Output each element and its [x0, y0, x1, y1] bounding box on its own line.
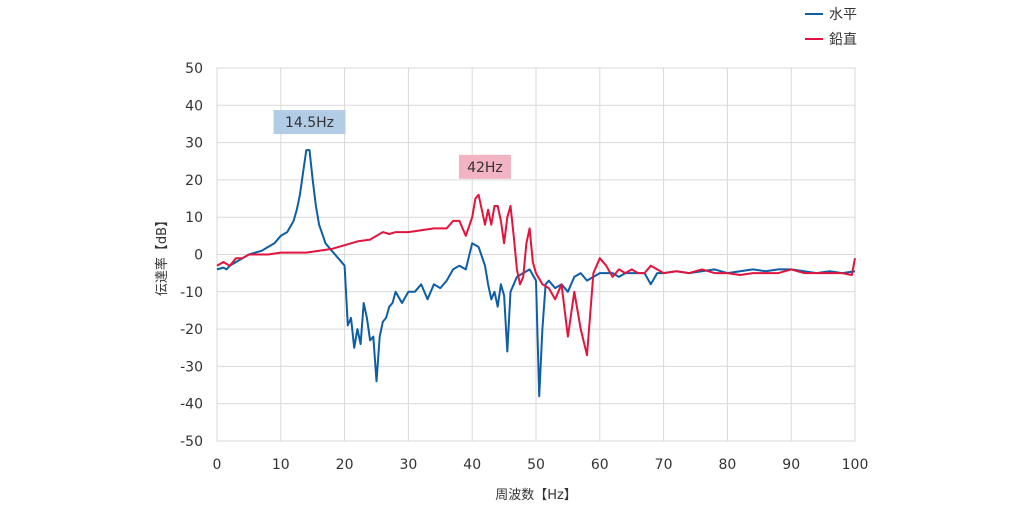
x-axis-ticks: 0 10 20 30 40 50 60 70 80 90 100 — [213, 457, 869, 473]
series-line-horizontal — [216, 149, 856, 398]
y-tick-label: -20 — [180, 322, 203, 338]
y-tick-label: 40 — [185, 98, 203, 114]
annotation-label: 14.5Hz — [285, 115, 334, 131]
x-tick-label: 10 — [272, 457, 290, 473]
series-lines — [216, 149, 856, 398]
y-tick-label: 20 — [185, 173, 203, 189]
x-tick-label: 0 — [213, 457, 222, 473]
grid-lines — [216, 67, 856, 442]
x-tick-label: 40 — [463, 457, 481, 473]
x-tick-label: 70 — [655, 457, 673, 473]
x-tick-label: 90 — [782, 457, 800, 473]
x-tick-label: 80 — [718, 457, 736, 473]
annotation-box — [273, 110, 346, 135]
y-tick-label: 10 — [185, 210, 203, 226]
y-tick-label: -40 — [180, 397, 203, 413]
y-tick-label: -10 — [180, 285, 203, 301]
x-tick-label: 30 — [399, 457, 417, 473]
y-tick-label: 30 — [185, 136, 203, 152]
series-line-vertical — [216, 193, 856, 357]
y-tick-label: -50 — [180, 434, 203, 450]
x-tick-label: 100 — [842, 457, 869, 473]
y-axis-label: 伝達率【dB】 — [154, 214, 170, 296]
annotations: 14.5Hz 42Hz — [273, 110, 511, 179]
x-axis-label: 周波数【Hz】 — [495, 488, 577, 503]
x-tick-label: 20 — [336, 457, 354, 473]
x-tick-label: 50 — [527, 457, 545, 473]
legend-label: 鉛直 — [829, 31, 857, 48]
x-tick-label: 60 — [591, 457, 609, 473]
legend-label: 水平 — [829, 7, 857, 23]
annotation-box — [458, 154, 511, 179]
y-tick-label: 50 — [185, 61, 203, 77]
y-axis-ticks: 50 40 30 20 10 0 -10 -20 -30 -40 -50 — [180, 61, 203, 450]
annotation-label: 42Hz — [467, 160, 503, 176]
y-tick-label: 0 — [194, 248, 203, 264]
y-tick-label: -30 — [180, 359, 203, 375]
